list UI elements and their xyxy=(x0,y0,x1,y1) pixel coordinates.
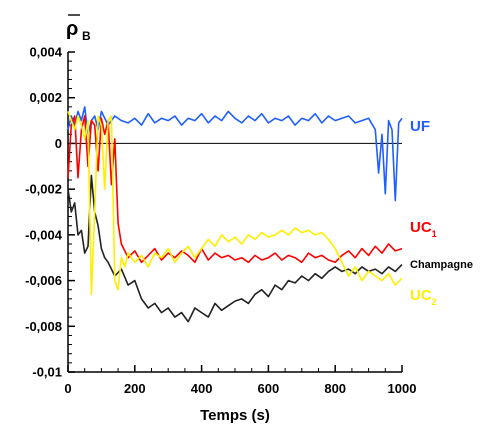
x-axis-title: Temps (s) xyxy=(200,407,270,424)
y-tick-label: -0,01 xyxy=(32,365,62,380)
series-line-uc1 xyxy=(67,115,403,264)
series-line-champagne xyxy=(67,174,403,323)
y-tick-label: -0,008 xyxy=(25,319,62,334)
y-tick-label: -0,002 xyxy=(25,182,62,197)
tick-labels: 0,004 0,002 0 -0,002 -0,004 -0,006 -0,008 -0,01… xyxy=(25,45,416,397)
x-tick-label: 800 xyxy=(324,381,346,396)
y-axis-title-subscript: B xyxy=(82,29,91,43)
x-tick-label: 1000 xyxy=(388,381,417,396)
y-tick-label: 0,002 xyxy=(29,90,62,105)
y-axis-title: ρ B xyxy=(66,14,91,43)
y-tick-label: 0 xyxy=(55,136,62,151)
x-tick-label: 200 xyxy=(124,381,146,396)
y-tick-label: -0,004 xyxy=(25,227,63,242)
series-label-uf: UF xyxy=(410,118,430,135)
series-lines xyxy=(67,106,403,323)
series-label-uc1: UC1 xyxy=(410,219,437,239)
y-tick-label: -0,006 xyxy=(25,273,62,288)
x-tick-label: 400 xyxy=(191,381,213,396)
series-label-uc2: UC2 xyxy=(410,287,437,307)
series-label-champagne: Champagne xyxy=(410,259,473,271)
x-tick-label: 0 xyxy=(64,381,71,396)
x-tick-label: 600 xyxy=(258,381,280,396)
series-line-uc2 xyxy=(67,111,403,296)
y-tick-label: 0,004 xyxy=(29,45,62,60)
series-labels: UF UC1 Champagne UC2 xyxy=(410,118,473,307)
series-line-uf xyxy=(67,106,403,202)
y-axis-title-symbol: ρ xyxy=(66,18,78,40)
